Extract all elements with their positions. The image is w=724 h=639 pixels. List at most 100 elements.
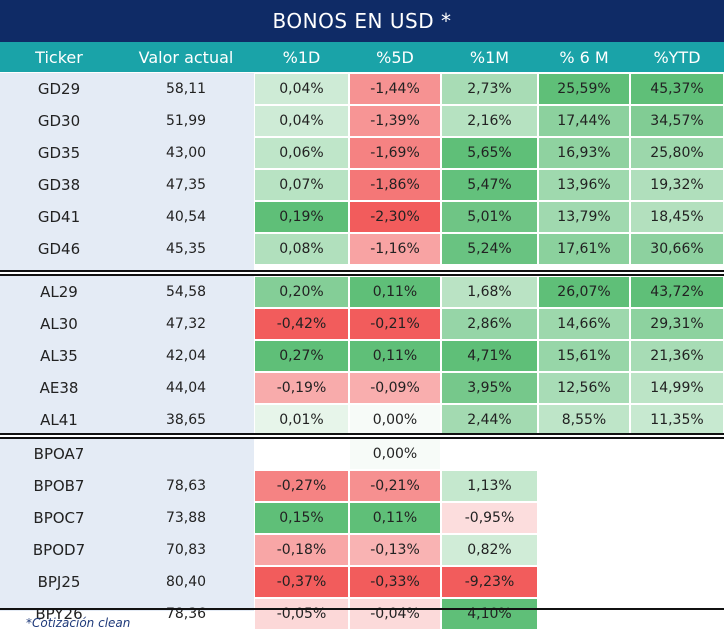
cell-ticker: GD41 [37, 208, 81, 226]
cell-valor-actual: 73,88 [165, 510, 207, 526]
ticker-block-background [0, 438, 254, 611]
cell-pct-5d: -2,30% [350, 202, 440, 232]
cell-pct-1d: -0,05% [255, 599, 348, 629]
header-row: Ticker Valor actual %1D %5D %1M % 6 M %YTD [0, 42, 724, 72]
cell-pct-ytd: 14,99% [631, 373, 723, 403]
group-separator [0, 270, 724, 272]
column-header-pct-ytd: %YTD [653, 47, 701, 67]
cell-pct-5d: -1,86% [350, 170, 440, 200]
cell-pct-6m [539, 503, 629, 533]
cell-pct-1m: -0,95% [442, 503, 537, 533]
cell-valor-actual: 43,00 [165, 145, 207, 161]
cell-pct-1d: -0,37% [255, 567, 348, 597]
cell-ticker: BPOC7 [33, 509, 85, 527]
cell-ticker: AE38 [39, 379, 79, 397]
cell-valor-actual: 78,36 [165, 606, 207, 622]
footnote: *Cotización clean [26, 616, 131, 630]
cell-pct-ytd [631, 567, 723, 597]
cell-pct-1m: 2,44% [442, 405, 537, 435]
cell-pct-1d: 0,04% [255, 106, 348, 136]
cell-pct-6m: 13,79% [539, 202, 629, 232]
table-bottom-border [0, 608, 724, 610]
cell-pct-ytd [631, 439, 723, 469]
column-header-valor-actual: Valor actual [138, 47, 234, 67]
group-separator [0, 274, 724, 276]
cell-pct-1d: 0,19% [255, 202, 348, 232]
cell-pct-1m: 1,13% [442, 471, 537, 501]
cell-valor-actual: 51,99 [165, 113, 207, 129]
cell-ticker: AL30 [40, 315, 78, 333]
cell-ticker: GD46 [37, 240, 81, 258]
cell-valor-actual [118, 439, 254, 469]
cell-pct-6m [539, 471, 629, 501]
cell-pct-ytd: 30,66% [631, 234, 723, 264]
cell-ticker: BPOD7 [32, 541, 86, 559]
cell-pct-1d: 0,06% [255, 138, 348, 168]
cell-valor-actual: 40,54 [165, 209, 207, 225]
cell-pct-ytd: 43,72% [631, 277, 723, 307]
cell-pct-ytd: 18,45% [631, 202, 723, 232]
column-header-pct-1m: %1M [469, 47, 510, 67]
cell-valor-actual: 80,40 [165, 574, 207, 590]
cell-valor-actual: 47,35 [165, 177, 207, 193]
cell-pct-1m: 5,24% [442, 234, 537, 264]
cell-ticker: GD30 [37, 112, 81, 130]
cell-pct-1m: 2,86% [442, 309, 537, 339]
cell-pct-ytd: 19,32% [631, 170, 723, 200]
cell-pct-1m: 5,65% [442, 138, 537, 168]
column-header-pct-5d: %5D [376, 47, 414, 67]
cell-pct-1d: 0,08% [255, 234, 348, 264]
ticker-block-background [0, 276, 254, 434]
cell-pct-5d: -0,21% [350, 309, 440, 339]
cell-pct-ytd: 25,80% [631, 138, 723, 168]
cell-ticker: BPJ25 [37, 573, 81, 591]
cell-pct-5d: 0,00% [350, 405, 440, 435]
cell-pct-1d: 0,20% [255, 277, 348, 307]
cell-pct-1m: -9,23% [442, 567, 537, 597]
cell-pct-6m [539, 599, 629, 629]
cell-pct-1m: 2,73% [442, 74, 537, 104]
cell-valor-actual: 78,63 [165, 478, 207, 494]
cell-ticker: GD38 [37, 176, 81, 194]
group-separator [0, 437, 724, 439]
cell-pct-6m [539, 535, 629, 565]
cell-pct-1m: 2,16% [442, 106, 537, 136]
cell-pct-6m [539, 439, 629, 469]
cell-pct-1d: -0,19% [255, 373, 348, 403]
cell-pct-1d: -0,27% [255, 471, 348, 501]
cell-valor-actual: 54,58 [165, 284, 207, 300]
cell-valor-actual: 70,83 [165, 542, 207, 558]
cell-pct-ytd [631, 471, 723, 501]
cell-ticker: GD29 [37, 80, 81, 98]
cell-pct-5d: -0,04% [350, 599, 440, 629]
cell-pct-5d: -1,16% [350, 234, 440, 264]
column-header-ticker: Ticker [35, 47, 83, 67]
cell-pct-1d: 0,04% [255, 74, 348, 104]
cell-pct-5d: 0,11% [350, 503, 440, 533]
cell-pct-1d: 0,07% [255, 170, 348, 200]
cell-pct-ytd [631, 599, 723, 629]
cell-pct-6m: 16,93% [539, 138, 629, 168]
cell-valor-actual: 47,32 [165, 316, 207, 332]
cell-pct-ytd: 29,31% [631, 309, 723, 339]
cell-pct-5d: -0,33% [350, 567, 440, 597]
column-header-pct-1d: %1D [282, 47, 321, 67]
cell-pct-1d: 0,27% [255, 341, 348, 371]
cell-pct-6m: 14,66% [539, 309, 629, 339]
cell-valor-actual: 38,65 [165, 412, 207, 428]
cell-pct-1m: 0,82% [442, 535, 537, 565]
column-header-pct-6m: % 6 M [559, 47, 609, 67]
cell-pct-1d [255, 439, 348, 469]
cell-pct-1m: 4,10% [442, 599, 537, 629]
cell-pct-ytd [631, 535, 723, 565]
cell-pct-5d: 0,11% [350, 277, 440, 307]
cell-ticker: AL29 [40, 283, 78, 301]
cell-pct-6m: 8,55% [539, 405, 629, 435]
cell-pct-5d: 0,00% [350, 439, 440, 469]
cell-pct-6m [539, 567, 629, 597]
cell-pct-1d: 0,15% [255, 503, 348, 533]
cell-pct-6m: 13,96% [539, 170, 629, 200]
cell-pct-1m: 4,71% [442, 341, 537, 371]
cell-pct-5d: -1,69% [350, 138, 440, 168]
cell-pct-1m: 1,68% [442, 277, 537, 307]
